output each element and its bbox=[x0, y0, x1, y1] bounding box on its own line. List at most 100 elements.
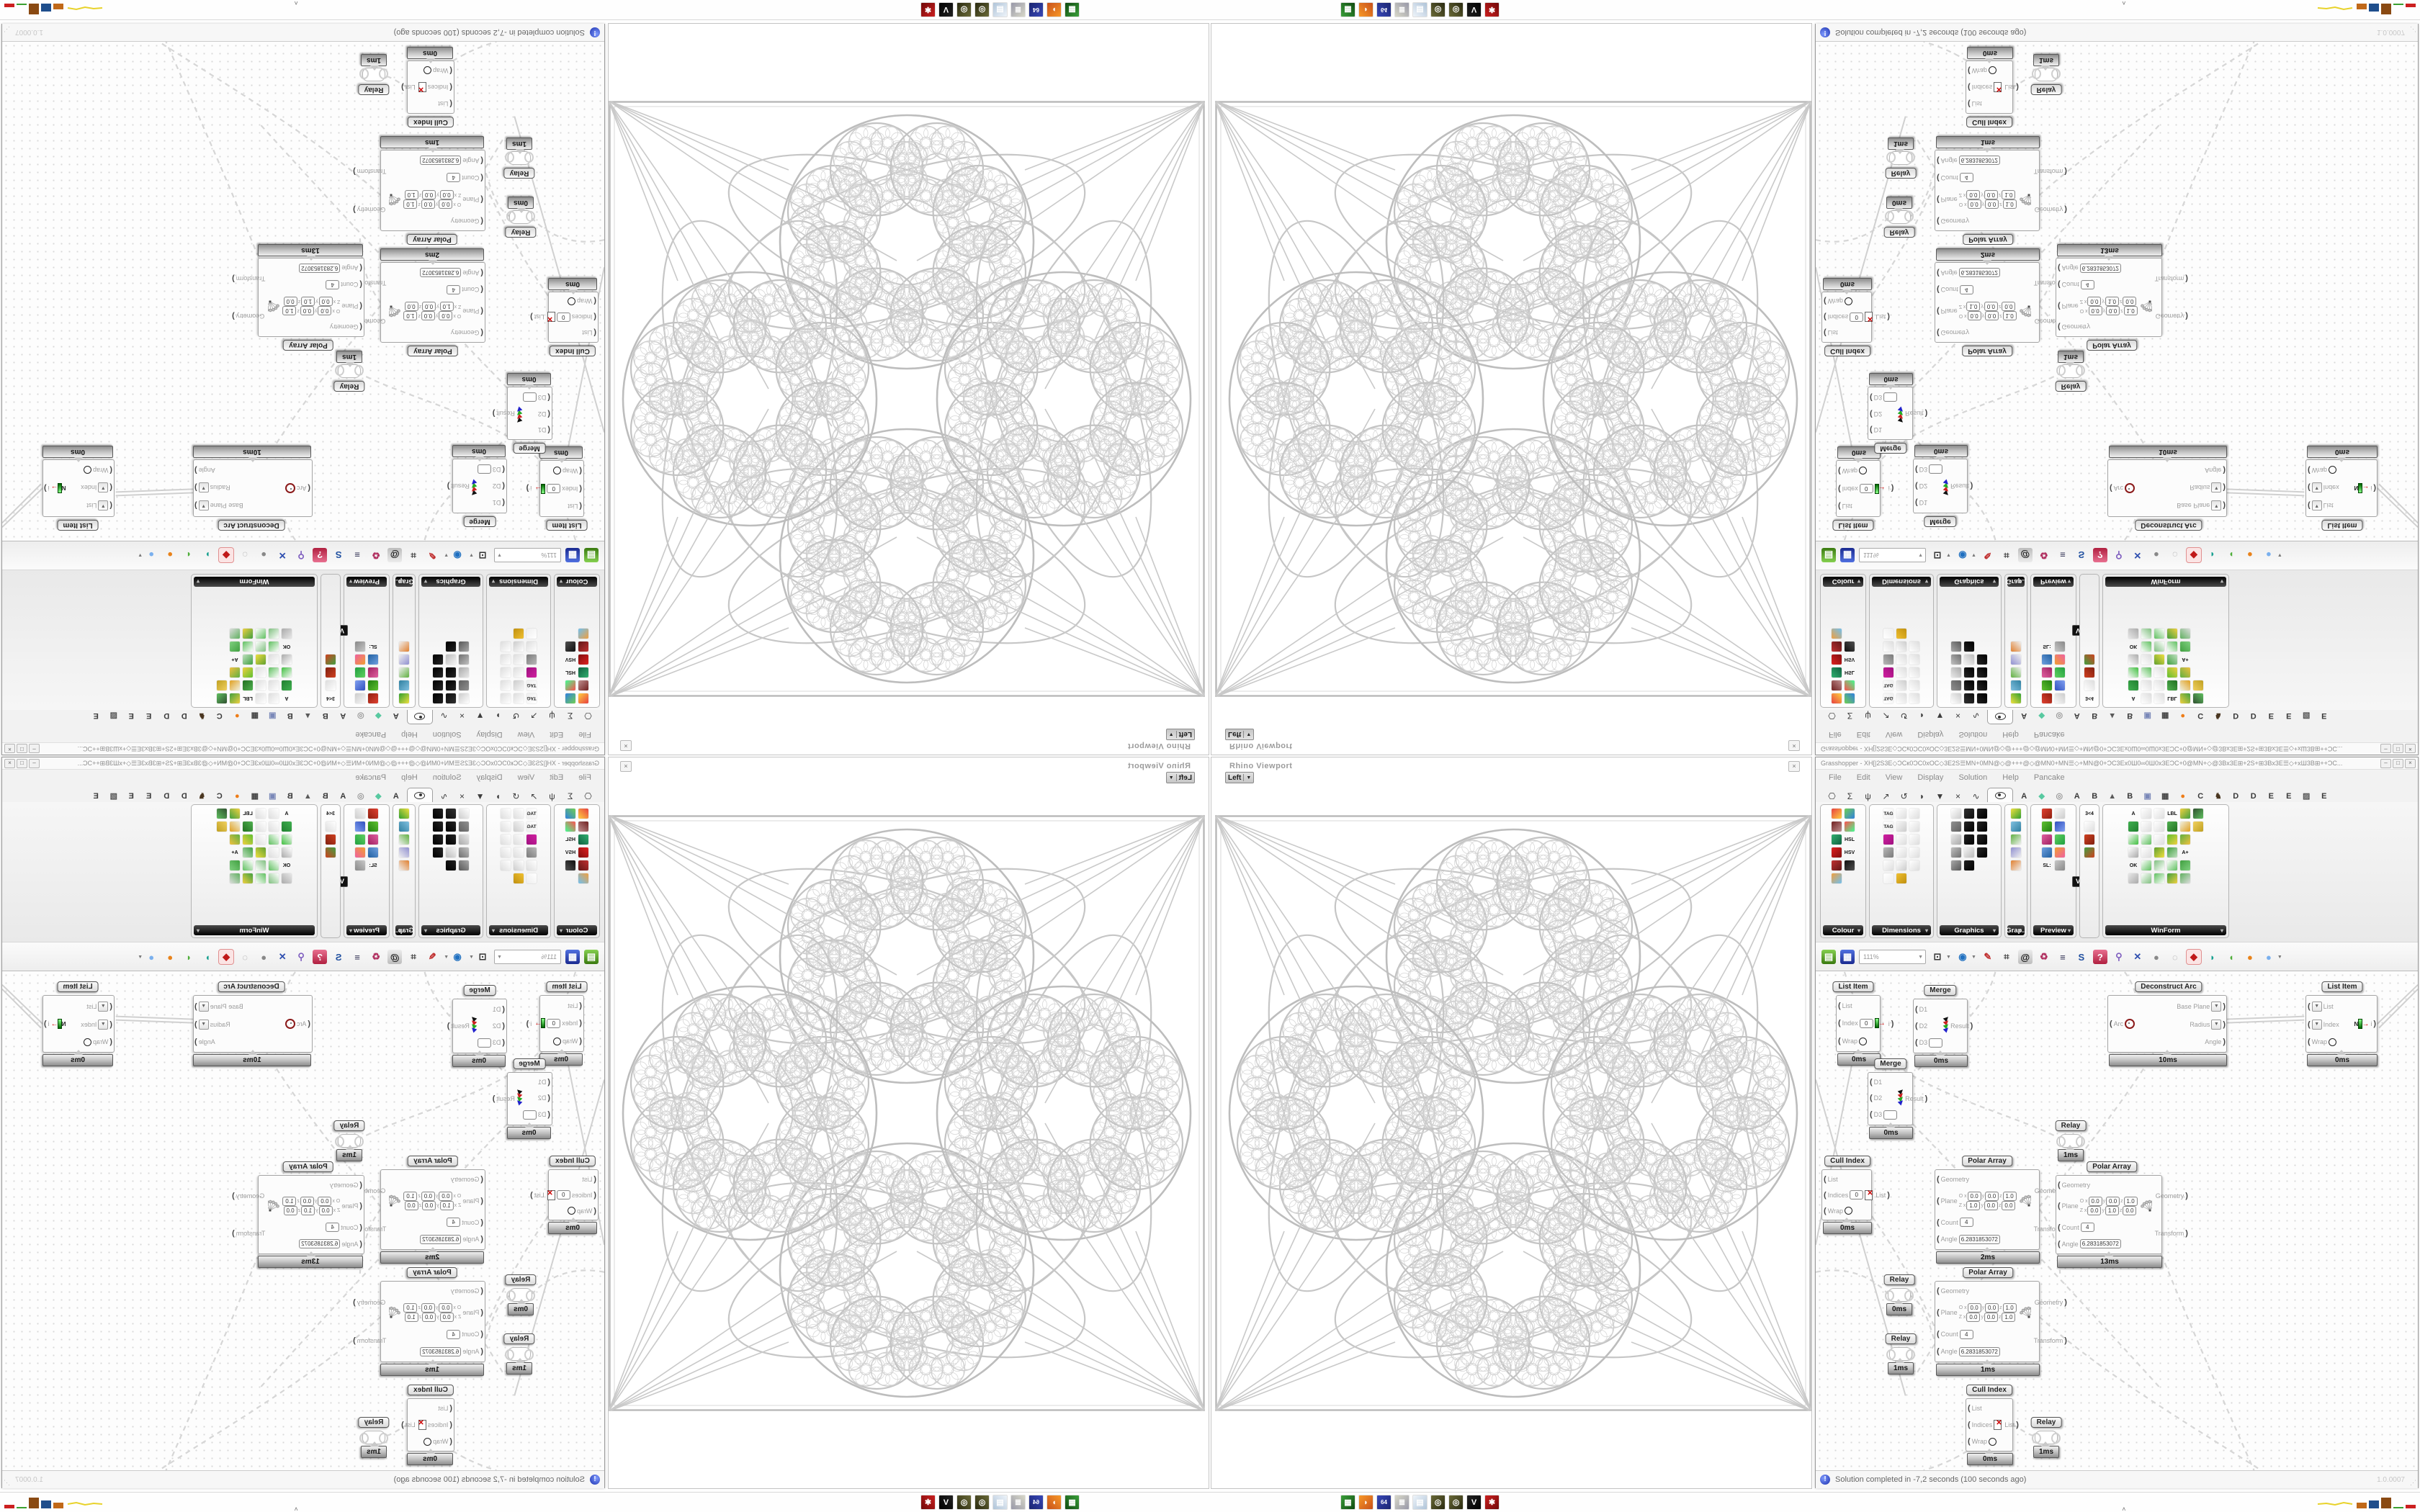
chevron-down-icon[interactable]: ▼ bbox=[444, 552, 449, 558]
node-label-polar-array[interactable]: Polar Array bbox=[407, 234, 457, 245]
tab-plugin-3[interactable]: A bbox=[2074, 792, 2080, 801]
tab-surface[interactable]: ◗ bbox=[495, 791, 501, 801]
value-box[interactable]: 1.0 bbox=[403, 1191, 418, 1201]
palette-component-icon[interactable] bbox=[578, 667, 588, 678]
connector-in[interactable]: ( bbox=[480, 194, 483, 204]
connector-out[interactable]: ) bbox=[2185, 1229, 2188, 1238]
connector-in[interactable]: ( bbox=[2058, 264, 2061, 273]
connector-out[interactable]: ) bbox=[401, 83, 404, 91]
menu-file[interactable]: File bbox=[1829, 773, 1842, 782]
connector-in[interactable]: ( bbox=[109, 483, 112, 492]
connector-out[interactable]: ) bbox=[526, 484, 529, 493]
palette-component-icon[interactable]: HSV bbox=[1844, 657, 1855, 662]
node-label-merge[interactable]: Merge bbox=[463, 985, 496, 996]
palette-component-icon[interactable] bbox=[526, 642, 537, 652]
palette-group-label[interactable]: Preview ▾ bbox=[346, 925, 387, 935]
wrap-toggle[interactable] bbox=[1989, 1437, 1997, 1446]
swap-icon[interactable]: ✕ bbox=[2133, 951, 2142, 962]
connector-out[interactable]: ) bbox=[1891, 484, 1894, 493]
tab-plugin-12[interactable]: D bbox=[2233, 711, 2239, 720]
palette-component-icon[interactable] bbox=[256, 629, 266, 639]
node-relay[interactable] bbox=[1886, 1347, 1915, 1361]
node-merge[interactable]: (D1(D2(D3 ▶ ▶ ▶ ▶ Result) bbox=[1868, 1072, 1927, 1125]
palette-component-icon[interactable] bbox=[326, 834, 336, 845]
connector-out[interactable]: ) bbox=[1887, 312, 1890, 322]
value-box[interactable]: 1.0 bbox=[404, 1313, 418, 1323]
coin-dark2-icon[interactable]: ◎ bbox=[956, 2, 972, 17]
tab-vector[interactable]: ↗ bbox=[530, 711, 538, 721]
palette-component-icon[interactable] bbox=[1909, 667, 1919, 678]
coin-dark-icon[interactable]: ◎ bbox=[974, 2, 990, 17]
node-list-item[interactable]: (▼ List(▼ Index(Wrap N → i) bbox=[42, 459, 115, 517]
palette-component-icon[interactable] bbox=[1896, 642, 1906, 652]
palette-component-icon[interactable] bbox=[282, 654, 292, 665]
bulb-icon[interactable]: ⚲ bbox=[297, 951, 305, 962]
palette-component-icon[interactable] bbox=[501, 680, 511, 690]
node-label-relay[interactable]: Relay bbox=[505, 1274, 537, 1285]
palette-component-icon[interactable] bbox=[1832, 822, 1842, 832]
node-label-relay[interactable]: Relay bbox=[333, 381, 365, 392]
node-relay[interactable] bbox=[2056, 1134, 2085, 1148]
palette-component-icon[interactable]: TAG bbox=[1883, 693, 1894, 703]
tab-plugin-16[interactable]: ▨ bbox=[2303, 792, 2311, 801]
tab-plugin-5[interactable]: ▲ bbox=[303, 711, 312, 720]
palette-component-icon[interactable] bbox=[2193, 822, 2203, 832]
value-box[interactable]: 1.0 bbox=[2105, 1206, 2119, 1215]
palette-component-icon[interactable] bbox=[2154, 654, 2164, 665]
palette-component-icon[interactable] bbox=[446, 693, 456, 703]
palette-group-label[interactable]: Preview ▾ bbox=[2033, 577, 2074, 587]
connector-in[interactable]: ( bbox=[1838, 466, 1841, 475]
value-box[interactable]: 0.0 bbox=[1967, 199, 1981, 209]
help-bag-icon[interactable]: ? bbox=[313, 950, 328, 964]
palette-component-icon[interactable] bbox=[501, 834, 511, 845]
value-box[interactable]: 1.0 bbox=[2123, 1197, 2138, 1206]
down-arrow-box[interactable]: ▼ bbox=[2211, 482, 2222, 493]
leaf-green-icon[interactable]: ◖ bbox=[186, 951, 192, 963]
connector-in[interactable]: ( bbox=[2058, 1223, 2061, 1232]
connector-in[interactable]: ( bbox=[449, 83, 452, 91]
palette-component-icon[interactable] bbox=[2011, 822, 2021, 832]
palette-component-icon[interactable] bbox=[269, 809, 279, 819]
value-box[interactable]: 0.0 bbox=[1984, 189, 1998, 199]
tab-plugin-4[interactable]: B bbox=[322, 792, 328, 801]
connector-in[interactable]: ( bbox=[1915, 1004, 1918, 1014]
connector-out[interactable]: ) bbox=[2185, 312, 2188, 320]
palette-component-icon[interactable] bbox=[1845, 809, 1855, 819]
palette-component-icon[interactable] bbox=[1896, 654, 1906, 665]
connector-out[interactable]: ) bbox=[194, 1020, 197, 1029]
palette-component-icon[interactable] bbox=[1883, 667, 1894, 678]
palette-component-icon[interactable] bbox=[501, 693, 511, 703]
palette-component-icon[interactable]: TAG bbox=[1883, 809, 1894, 819]
node-label-list-item[interactable]: List Item bbox=[1832, 981, 1874, 992]
preview-eye-icon[interactable]: ◉ bbox=[1958, 550, 1967, 561]
palette-component-icon[interactable] bbox=[526, 873, 537, 883]
swap-icon[interactable]: ✕ bbox=[278, 951, 287, 962]
viewport-close-button[interactable]: × bbox=[620, 761, 632, 772]
open-file-icon[interactable]: ▤ bbox=[584, 548, 599, 562]
palette-component-icon[interactable] bbox=[2141, 667, 2151, 678]
palette-component-icon[interactable] bbox=[565, 860, 575, 870]
tab-intersect[interactable]: × bbox=[460, 791, 465, 801]
node-runtime-footer[interactable]: 0ms bbox=[1967, 1453, 2013, 1465]
gha-recycle-icon[interactable]: ♻ bbox=[2040, 550, 2048, 561]
tab-maths[interactable]: Σ bbox=[567, 791, 573, 801]
palette-component-icon[interactable] bbox=[2128, 834, 2138, 845]
palette-group-label[interactable]: WinForm ▾ bbox=[2105, 577, 2226, 587]
palette-component-icon[interactable] bbox=[399, 809, 409, 819]
palette-component-icon[interactable] bbox=[1896, 629, 1906, 639]
palette-component-icon[interactable] bbox=[355, 847, 365, 858]
palette-component-icon[interactable] bbox=[2128, 873, 2138, 883]
connector-in[interactable]: ( bbox=[579, 1037, 582, 1046]
connector-in[interactable]: ( bbox=[1937, 156, 1940, 165]
value-box[interactable]: 0.0 bbox=[1967, 1303, 1981, 1313]
palette-component-icon[interactable]: TAG bbox=[526, 693, 537, 703]
tab-plugin-10[interactable]: C bbox=[216, 792, 223, 801]
palette-component-icon[interactable] bbox=[1896, 860, 1906, 870]
value-box[interactable]: 0.0 bbox=[421, 311, 435, 321]
palette-component-icon[interactable] bbox=[2084, 654, 2094, 665]
palette-group-label[interactable]: WinForm ▾ bbox=[2105, 925, 2226, 935]
tab-sets[interactable]: ψ bbox=[1865, 711, 1871, 721]
connector-out[interactable]: ) bbox=[2223, 1038, 2226, 1047]
node-label-merge[interactable]: Merge bbox=[513, 1058, 546, 1069]
gem-red-icon[interactable]: ◆ bbox=[218, 949, 235, 965]
